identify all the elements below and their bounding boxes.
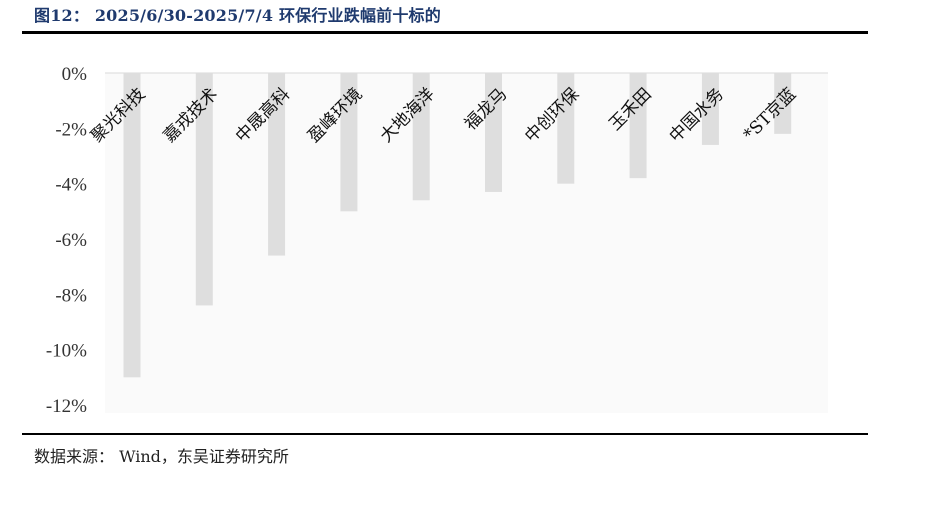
bar [701, 73, 719, 145]
bar [340, 73, 358, 212]
bar [557, 73, 575, 184]
y-tick-label: -10% [46, 341, 87, 362]
y-tick-label: -2% [55, 119, 87, 140]
y-tick-label: 0% [62, 64, 88, 85]
bar [195, 73, 213, 306]
y-tick-label: -6% [55, 230, 87, 251]
source-note: 数据来源： Wind，东吴证券研究所 [34, 447, 289, 466]
y-tick-label: -8% [55, 285, 87, 306]
y-tick-label: -12% [46, 396, 87, 417]
bottom-rule [22, 433, 868, 435]
top-rule [22, 31, 868, 34]
bar [629, 73, 647, 179]
bar [412, 73, 430, 201]
bars-group [123, 73, 792, 378]
bar [485, 73, 502, 192]
bar [268, 73, 286, 256]
figure-title: 图12： 2025/6/30-2025/7/4 环保行业跌幅前十标的 [34, 6, 441, 25]
y-axis: 0% -2% -4% -6% -8% -10% -12% [46, 64, 87, 417]
bar [123, 73, 141, 378]
bar [774, 73, 792, 134]
y-tick-label: -4% [55, 175, 87, 196]
